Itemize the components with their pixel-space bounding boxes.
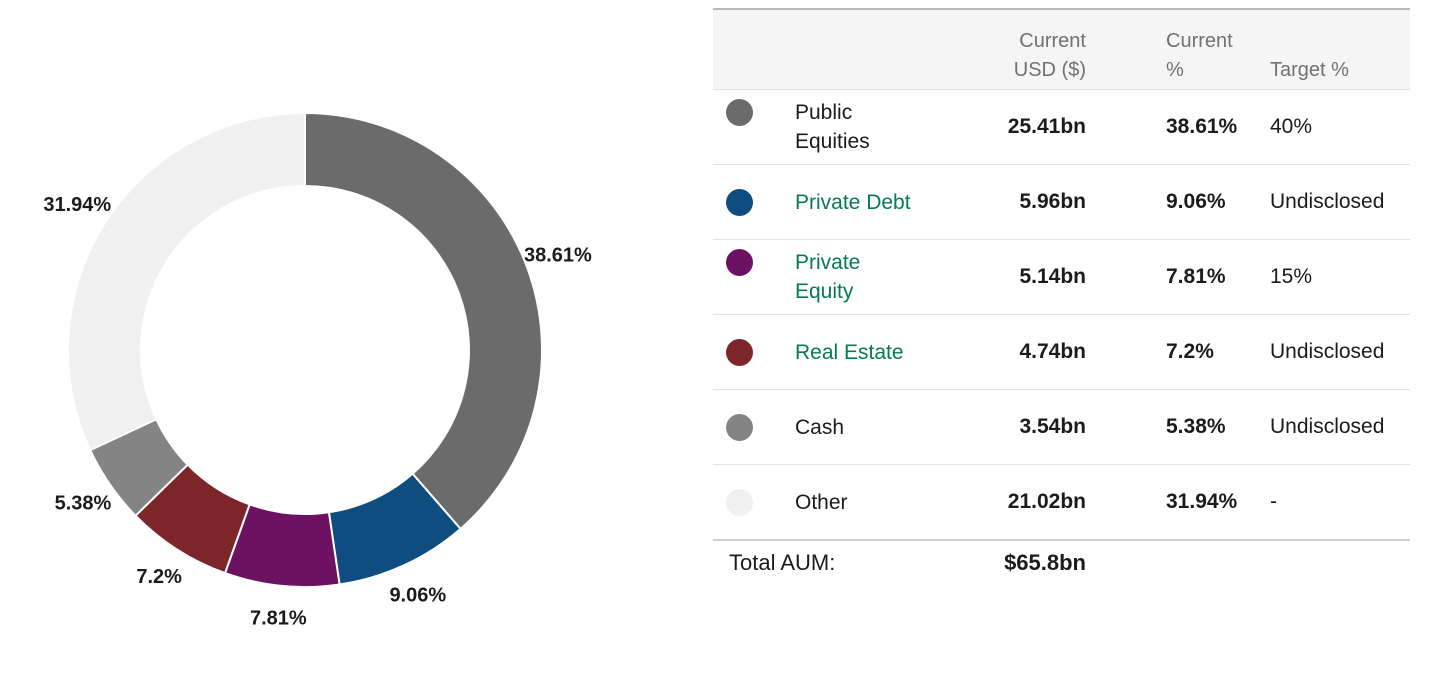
- target-pct-value: -: [1270, 490, 1277, 513]
- current-usd-value: 21.02bn: [1007, 490, 1086, 513]
- current-pct-value: 7.2%: [1166, 340, 1214, 363]
- donut-segment-other[interactable]: [67, 111, 306, 452]
- current-usd-value: 25.41bn: [1007, 115, 1086, 138]
- current-pct-value: 38.61%: [1166, 115, 1238, 138]
- target-pct-value: Undisclosed: [1270, 340, 1385, 363]
- asset-link-real-estate[interactable]: Real Estate: [795, 340, 904, 364]
- target-pct-value: 40%: [1270, 115, 1313, 138]
- asset-link-private-equity[interactable]: Private Equity: [795, 251, 861, 303]
- donut-label-public-equities: 38.61%: [524, 244, 592, 266]
- current-pct-value: 5.38%: [1166, 415, 1226, 438]
- legend-swatch: [726, 338, 753, 366]
- target-pct-value: Undisclosed: [1270, 190, 1385, 213]
- column-header-target-pct: Target %: [1270, 59, 1349, 81]
- donut-chart: 38.61% 9.06% 7.81% 7.2% 5.38% 31.94%: [43, 111, 592, 630]
- asset-allocation-chart: 38.61% 9.06% 7.81% 7.2% 5.38% 31.94%: [0, 0, 660, 668]
- allocation-table: Current USD ($) Current % Target % Publi…: [713, 8, 1410, 585]
- donut-label-real-estate: 7.2%: [136, 566, 182, 588]
- donut-segment-public-equities[interactable]: [304, 111, 544, 531]
- current-usd-value: 3.54bn: [1019, 415, 1086, 438]
- table-row-real-estate: Real Estate 4.74bn 7.2% Undisclosed: [713, 314, 1410, 389]
- table-row-cash: Cash 3.54bn 5.38% Undisclosed: [713, 389, 1410, 464]
- current-pct-value: 7.81%: [1166, 265, 1226, 288]
- donut-label-private-equity: 7.81%: [250, 608, 307, 630]
- current-usd-value: 5.14bn: [1019, 265, 1086, 288]
- table-row-private-equity: Private Equity 5.14bn 7.81% 15%: [713, 239, 1410, 314]
- total-row: Total AUM: $65.8bn: [713, 539, 1410, 585]
- legend-swatch: [726, 488, 753, 516]
- legend-swatch: [726, 188, 753, 216]
- legend-swatch: [726, 413, 753, 441]
- asset-label: Other: [795, 490, 848, 514]
- current-pct-value: 31.94%: [1166, 490, 1238, 513]
- table-row-other: Other 21.02bn 31.94% -: [713, 464, 1410, 539]
- table-header-row: Current USD ($) Current % Target %: [713, 10, 1410, 89]
- legend-swatch: [726, 99, 753, 126]
- legend-swatch: [726, 249, 753, 276]
- table-row-public-equities: Public Equities 25.41bn 38.61% 40%: [713, 89, 1410, 164]
- donut-label-private-debt: 9.06%: [389, 584, 446, 606]
- asset-link-private-debt[interactable]: Private Debt: [795, 190, 911, 214]
- column-header-current-pct: Current %: [1166, 30, 1233, 81]
- current-usd-value: 5.96bn: [1019, 190, 1086, 213]
- current-pct-value: 9.06%: [1166, 190, 1226, 213]
- total-aum-value: $65.8bn: [1004, 550, 1086, 575]
- total-aum-label: Total AUM:: [729, 550, 836, 575]
- asset-label: Public Equities: [795, 101, 870, 153]
- donut-label-other: 31.94%: [43, 194, 111, 216]
- current-usd-value: 4.74bn: [1019, 340, 1086, 363]
- target-pct-value: 15%: [1270, 265, 1313, 288]
- target-pct-value: Undisclosed: [1270, 415, 1385, 438]
- column-header-current-usd: Current USD ($): [1013, 30, 1086, 81]
- donut-label-cash: 5.38%: [55, 493, 112, 515]
- table-row-private-debt: Private Debt 5.96bn 9.06% Undisclosed: [713, 164, 1410, 239]
- asset-label: Cash: [795, 415, 845, 439]
